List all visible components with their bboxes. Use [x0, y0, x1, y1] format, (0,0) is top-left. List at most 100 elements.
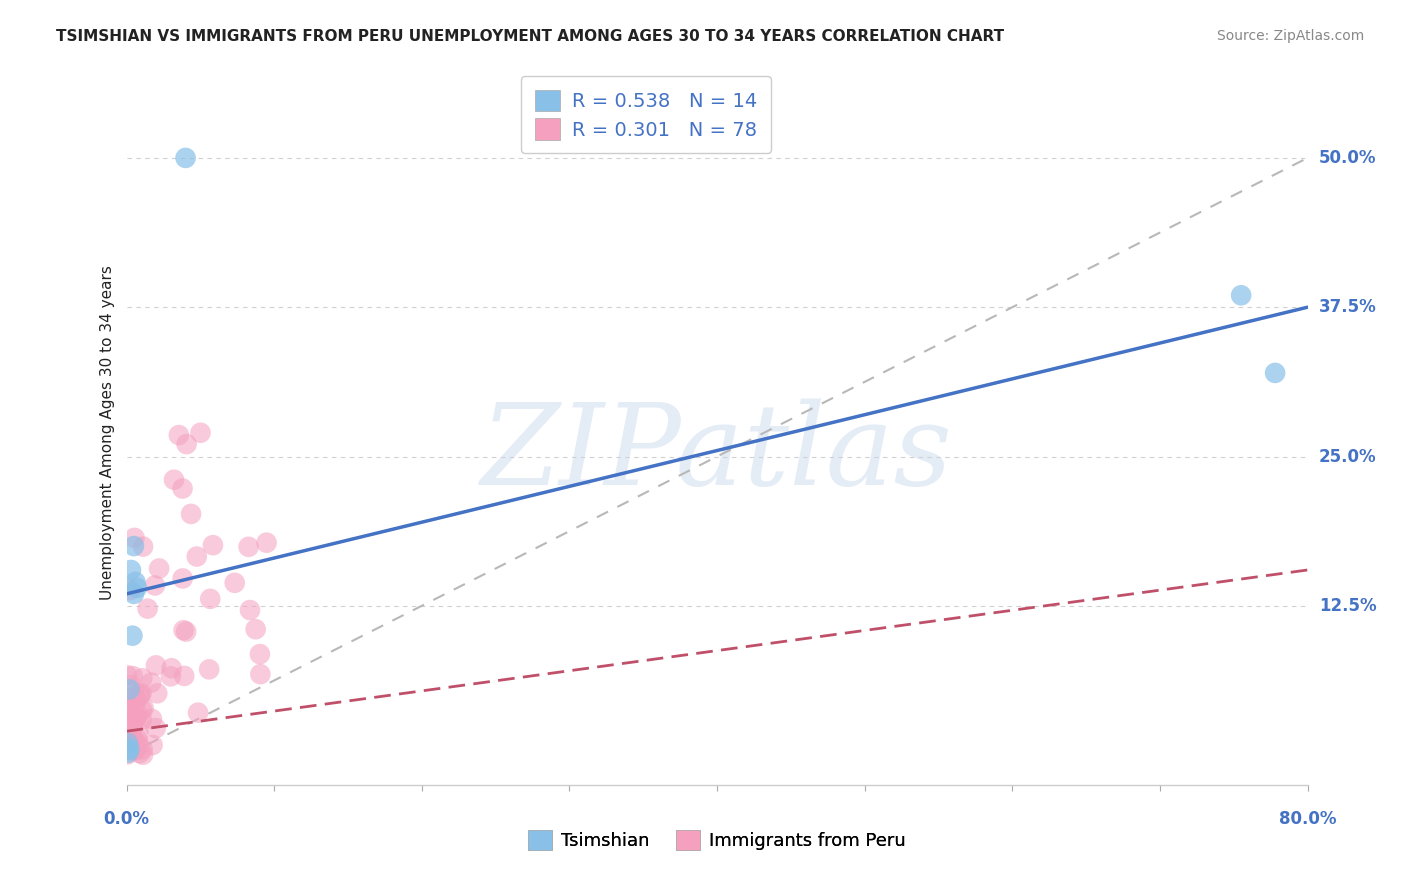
- Point: [131, 686, 153, 700]
- Point: [131, 703, 153, 717]
- Point: [187, 706, 209, 720]
- Text: 0.0%: 0.0%: [104, 810, 149, 828]
- Point: [122, 735, 145, 749]
- Point: [1230, 288, 1253, 302]
- Point: [245, 622, 267, 636]
- Y-axis label: Unemployment Among Ages 30 to 34 years: Unemployment Among Ages 30 to 34 years: [100, 265, 115, 600]
- Point: [256, 535, 278, 549]
- Point: [122, 732, 145, 747]
- Text: ZIPatlas: ZIPatlas: [481, 399, 953, 509]
- Point: [174, 624, 197, 639]
- Point: [127, 725, 149, 739]
- Point: [201, 538, 224, 552]
- Point: [146, 686, 169, 700]
- Point: [117, 742, 139, 756]
- Point: [115, 668, 138, 682]
- Point: [172, 482, 194, 496]
- Point: [120, 563, 142, 577]
- Point: [125, 711, 148, 725]
- Point: [173, 623, 195, 637]
- Point: [122, 539, 145, 553]
- Point: [118, 742, 141, 756]
- Point: [128, 746, 150, 760]
- Point: [173, 669, 195, 683]
- Point: [121, 721, 143, 735]
- Point: [172, 571, 194, 585]
- Point: [117, 747, 139, 762]
- Point: [120, 743, 142, 757]
- Point: [120, 713, 142, 727]
- Text: Source: ZipAtlas.com: Source: ZipAtlas.com: [1216, 29, 1364, 43]
- Point: [120, 727, 142, 741]
- Point: [125, 581, 148, 595]
- Point: [122, 587, 145, 601]
- Point: [148, 561, 170, 575]
- Point: [198, 662, 221, 676]
- Point: [159, 669, 181, 683]
- Point: [131, 671, 153, 685]
- Point: [141, 712, 163, 726]
- Point: [1264, 366, 1286, 380]
- Text: 50.0%: 50.0%: [1319, 149, 1376, 167]
- Point: [125, 743, 148, 757]
- Point: [249, 647, 271, 661]
- Point: [120, 678, 142, 692]
- Point: [124, 688, 146, 702]
- Point: [180, 507, 202, 521]
- Point: [239, 603, 262, 617]
- Point: [115, 695, 138, 709]
- Point: [186, 549, 208, 564]
- Text: 25.0%: 25.0%: [1319, 448, 1376, 466]
- Point: [125, 711, 148, 725]
- Point: [145, 658, 167, 673]
- Point: [142, 738, 165, 752]
- Point: [117, 736, 139, 750]
- Point: [163, 473, 186, 487]
- Point: [118, 729, 141, 743]
- Point: [249, 667, 271, 681]
- Point: [125, 691, 148, 706]
- Point: [124, 743, 146, 757]
- Point: [132, 700, 155, 714]
- Point: [121, 669, 143, 683]
- Point: [117, 742, 139, 756]
- Point: [124, 574, 146, 589]
- Point: [127, 732, 149, 747]
- Point: [129, 687, 152, 701]
- Point: [117, 702, 139, 716]
- Text: 12.5%: 12.5%: [1319, 597, 1376, 615]
- Point: [160, 661, 183, 675]
- Point: [145, 721, 167, 735]
- Point: [121, 713, 143, 727]
- Text: 37.5%: 37.5%: [1319, 298, 1376, 316]
- Point: [128, 690, 150, 704]
- Point: [121, 740, 143, 755]
- Point: [174, 151, 197, 165]
- Point: [121, 629, 143, 643]
- Point: [125, 695, 148, 709]
- Point: [131, 712, 153, 726]
- Point: [190, 425, 212, 440]
- Text: TSIMSHIAN VS IMMIGRANTS FROM PERU UNEMPLOYMENT AMONG AGES 30 TO 34 YEARS CORRELA: TSIMSHIAN VS IMMIGRANTS FROM PERU UNEMPL…: [56, 29, 1004, 44]
- Point: [167, 428, 190, 442]
- Point: [132, 747, 155, 762]
- Legend: Tsimshian, Immigrants from Peru: Tsimshian, Immigrants from Peru: [522, 822, 912, 857]
- Point: [176, 437, 198, 451]
- Point: [141, 675, 163, 690]
- Point: [136, 601, 159, 615]
- Point: [117, 746, 139, 760]
- Point: [131, 742, 153, 756]
- Text: 80.0%: 80.0%: [1279, 810, 1336, 828]
- Point: [200, 591, 222, 606]
- Point: [124, 711, 146, 725]
- Point: [120, 731, 142, 745]
- Point: [238, 540, 260, 554]
- Point: [120, 583, 142, 598]
- Point: [224, 575, 246, 590]
- Point: [125, 735, 148, 749]
- Point: [132, 540, 155, 554]
- Point: [124, 531, 146, 545]
- Point: [118, 682, 141, 697]
- Point: [117, 690, 139, 705]
- Point: [117, 741, 139, 756]
